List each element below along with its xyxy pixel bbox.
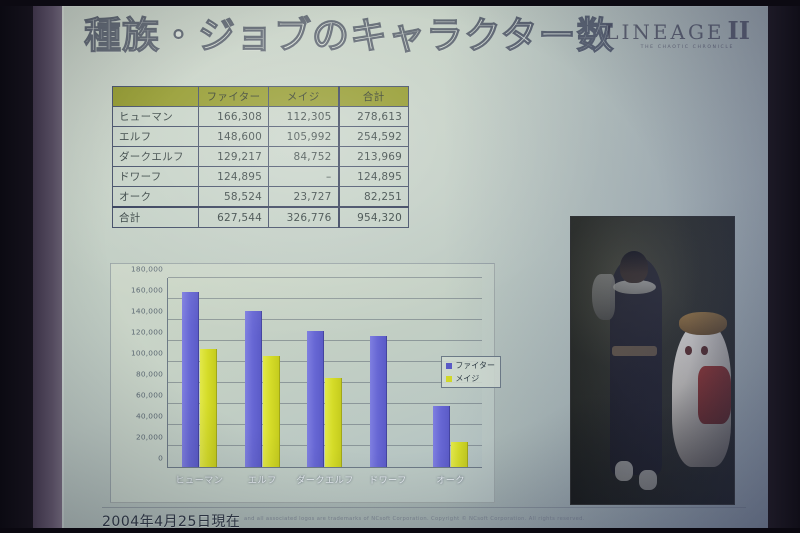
- row-label: ドワーフ: [112, 166, 199, 187]
- legend-label-mage: メイジ: [455, 374, 480, 383]
- chart-y-tick: 40,000: [135, 411, 163, 421]
- chart-plot-area: 180,000 160,000 140,000 120,000 100,000 80,00…: [131, 265, 482, 486]
- chart-bar-mage: [199, 349, 217, 467]
- character-count-table-wrapper: ファイター メイジ 合計 ヒューマン 166,308 112,305 278,613 エ…: [112, 86, 409, 228]
- presentation-slide: 種族・ジョブのキャラクター数 LINEAGE II THE CHAOTIC CHR…: [62, 5, 768, 529]
- chart-bar-mage: [325, 378, 343, 467]
- cell-total: 954,320: [337, 206, 409, 228]
- legend-swatch-mage-icon: [446, 375, 453, 382]
- row-label: ダークエルフ: [112, 146, 199, 167]
- table-row: ドワーフ 124,895–124,895: [112, 166, 409, 187]
- cell-total: 213,969: [337, 146, 409, 167]
- footer-divider: [102, 507, 746, 508]
- room-top-shadow: [0, 0, 800, 6]
- screen-edge-left: [62, 5, 64, 529]
- chart-y-tick: 80,000: [135, 369, 163, 379]
- cell-mage: 23,727: [268, 186, 339, 208]
- chart-x-tick: ドワーフ: [368, 475, 407, 486]
- cell-mage: 84,752: [268, 146, 339, 167]
- cell-fighter: 124,895: [198, 166, 269, 187]
- legend-item-mage: メイジ: [446, 373, 495, 384]
- row-label: ヒューマン: [112, 106, 199, 127]
- chart-bar-group: エルフ: [231, 278, 294, 486]
- logo-numeral: II: [727, 16, 750, 45]
- logo-tagline: THE CHAOTIC CHRONICLE: [640, 45, 734, 50]
- chart-bar-group: ダークエルフ: [294, 278, 357, 486]
- table-row: ダークエルフ 129,217 84,752 213,969: [112, 146, 409, 167]
- row-label: 合計: [112, 206, 199, 228]
- table-row: エルフ 148,600 105,992 254,592: [112, 126, 409, 147]
- character-count-bar-chart: 180,000 160,000 140,000 120,000 100,000 80,00…: [110, 263, 501, 503]
- slide-title: 種族・ジョブのキャラクター数: [83, 14, 615, 57]
- cell-mage: 326,776: [268, 206, 339, 228]
- chart-bar-group: ドワーフ: [356, 278, 419, 486]
- room-left-shadow: [0, 0, 33, 533]
- chart-x-tick: オーク: [436, 475, 465, 486]
- character-count-table: ファイター メイジ 合計 ヒューマン 166,308 112,305 278,613 エ…: [112, 86, 409, 228]
- cell-fighter: 148,600: [198, 126, 269, 147]
- chart-bar-mage: [262, 355, 280, 467]
- chart-x-tick: エルフ: [247, 475, 277, 486]
- chart-x-tick: ヒューマン: [175, 475, 224, 486]
- chart-bar-group: ヒューマン: [168, 278, 231, 486]
- game-screenshot-photo: [570, 216, 735, 505]
- chart-y-tick: 180,000: [131, 264, 163, 274]
- row-label: オーク: [112, 186, 199, 208]
- chart-bar-fighter: [433, 405, 451, 467]
- table-row: ヒューマン 166,308 112,305 278,613: [112, 106, 409, 127]
- chart-y-tick: 100,000: [131, 348, 163, 358]
- chart-y-tick: 140,000: [131, 306, 163, 316]
- chart-bar-mage: [451, 442, 469, 467]
- lineage2-logo: LINEAGE II THE CHAOTIC CHRONICLE: [605, 16, 750, 51]
- cell-total: 124,895: [337, 166, 409, 187]
- table-body: ヒューマン 166,308 112,305 278,613 エルフ 148,600 105,…: [112, 106, 409, 228]
- room-bottom-shadow: [0, 528, 800, 533]
- cell-fighter: 58,524: [198, 186, 269, 208]
- table-col-mage: メイジ: [268, 86, 339, 107]
- table-corner-cell: [112, 86, 199, 107]
- table-row: 合計 627,544 326,776 954,320: [112, 206, 409, 228]
- cell-fighter: 627,544: [198, 206, 269, 228]
- room-right-shadow: [766, 0, 800, 533]
- cell-mage: –: [268, 166, 339, 187]
- cell-total: 278,613: [337, 106, 409, 127]
- cell-total: 82,251: [337, 186, 409, 208]
- logo-wordmark: LINEAGE: [605, 20, 725, 44]
- table-col-fighter: ファイター: [198, 86, 269, 107]
- photo-vignette: [571, 217, 734, 504]
- cell-fighter: 166,308: [198, 106, 269, 127]
- chart-legend: ファイター メイジ: [441, 356, 501, 388]
- cell-fighter: 129,217: [198, 146, 269, 167]
- footer-date: 2004年4月25日現在: [102, 514, 241, 529]
- chart-bar-fighter: [181, 292, 199, 467]
- table-header-row: ファイター メイジ 合計: [112, 86, 409, 107]
- cell-mage: 105,992: [268, 126, 339, 147]
- chart-bar-fighter: [244, 310, 262, 467]
- chart-x-tick: ダークエルフ: [296, 475, 354, 486]
- table-row: オーク 58,524 23,727 82,251: [112, 186, 409, 208]
- room-wall-band: [33, 0, 65, 533]
- legend-label-fighter: ファイター: [455, 361, 495, 370]
- chart-bar-fighter: [307, 331, 325, 467]
- chart-y-tick: 0: [158, 453, 163, 463]
- table-col-total: 合計: [337, 86, 409, 107]
- legend-swatch-fighter-icon: [446, 362, 453, 369]
- cell-mage: 112,305: [268, 106, 339, 127]
- legend-item-fighter: ファイター: [446, 360, 495, 371]
- cell-total: 254,592: [337, 126, 409, 147]
- row-label: エルフ: [112, 126, 199, 147]
- chart-y-tick: 20,000: [135, 432, 163, 442]
- chart-y-tick: 60,000: [135, 390, 163, 400]
- chart-y-tick: 120,000: [131, 327, 163, 337]
- footer-copyright: and all associated logos are trademarks …: [244, 516, 585, 522]
- chart-y-tick: 160,000: [131, 285, 163, 295]
- chart-bar-fighter: [370, 335, 388, 467]
